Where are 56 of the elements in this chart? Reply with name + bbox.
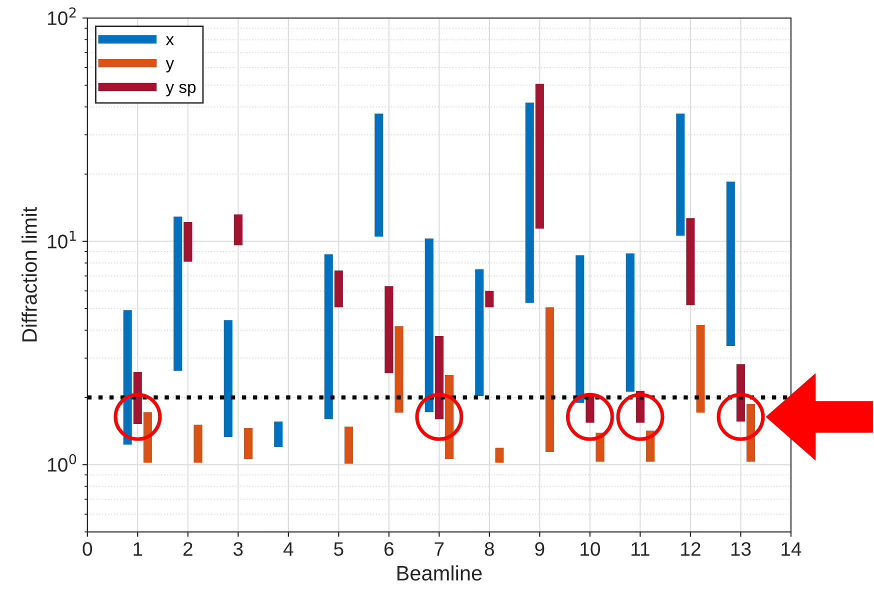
x-tick-label: 10 [580,542,600,556]
bar [123,310,132,445]
bar [545,307,554,452]
bar [384,286,394,374]
bar [424,238,434,412]
bar [475,269,484,396]
x-axis-title: Beamline [397,565,482,581]
bar [244,428,252,460]
legend-label: y [166,60,174,72]
bar [485,290,494,308]
bar [576,255,584,403]
bar [586,396,594,423]
y-axis-title: Diffraction limit [22,206,37,342]
x-tick-label: 3 [234,542,243,556]
bar [686,218,695,306]
legend-label: y sp [166,84,196,96]
x-tick-label: 5 [334,542,344,556]
x-tick-label: 8 [484,542,494,556]
x-tick-label: 11 [632,542,650,556]
bar [174,216,182,371]
x-tick-label: 6 [384,542,394,556]
bar [394,326,404,413]
y-tick-label: 10$^{2}$ [48,7,76,26]
x-tick-label: 4 [283,542,294,556]
bar [334,270,343,308]
legend-label: x [166,36,174,46]
x-tick-label: 13 [731,542,751,556]
x-tick-label: 0 [82,542,92,556]
bar [676,114,685,236]
bar [274,422,283,447]
bar [143,412,152,463]
bar [434,336,444,420]
bar [535,84,544,229]
bar [194,424,202,463]
x-tick-label: 14 [782,542,802,556]
bar [133,372,142,424]
bar [746,404,756,462]
x-tick-label: 12 [681,542,700,556]
bar [626,253,634,392]
bar [495,448,504,463]
bar [224,320,232,437]
y-tick-label: 10$^{0}$ [48,454,76,472]
bar [696,325,705,413]
x-tick-label: 7 [434,542,444,556]
bar [444,375,454,460]
bar [324,254,333,420]
bar [234,214,242,246]
y-tick-label: 10$^{1}$ [48,230,76,248]
bar [726,182,735,346]
bar [525,102,534,303]
bar [374,114,384,237]
bar [184,222,192,262]
bar [344,426,353,464]
x-tick-label: 2 [183,542,192,556]
x-tick-label: 9 [535,542,544,556]
x-tick-label: 1 [134,542,142,556]
